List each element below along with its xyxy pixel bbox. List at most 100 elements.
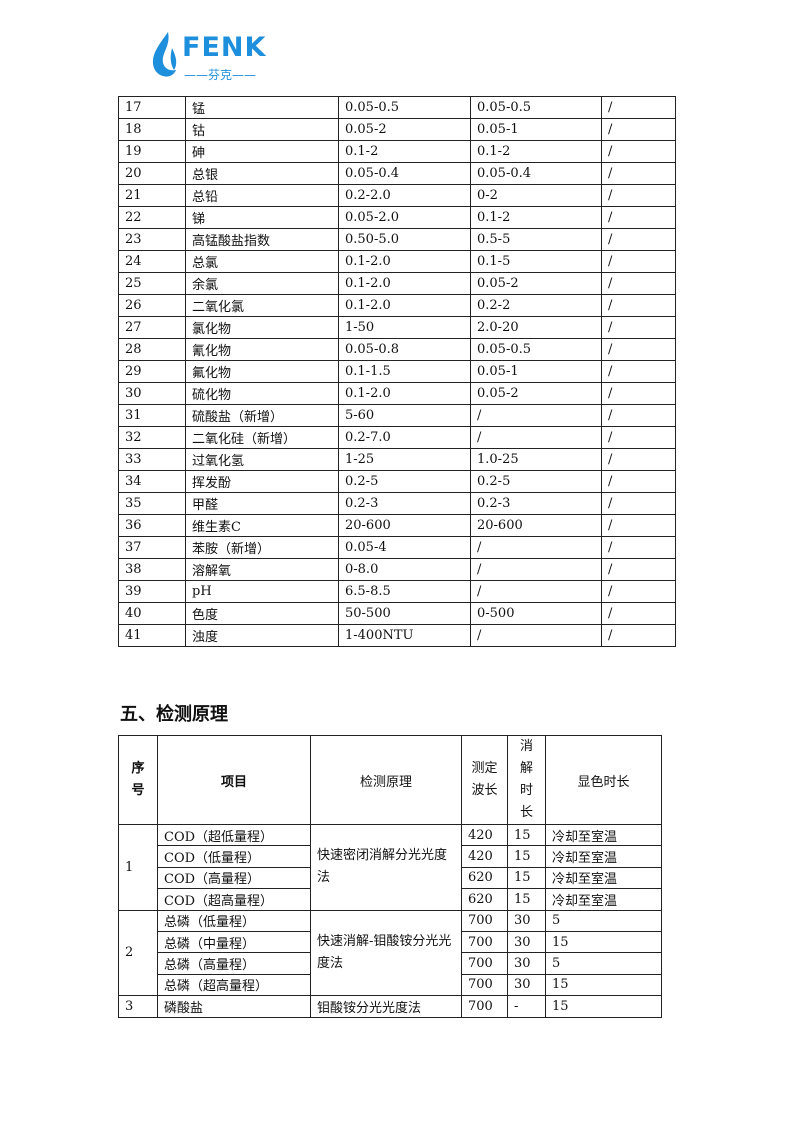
cell-color-time: 15 — [545, 973, 662, 997]
table-row: 37 苯胺（新增） 0.05-4// — [118, 536, 676, 559]
cell-range-b: / — [470, 536, 602, 559]
table-row: 18 钴 0.05-2 0.05-1/ — [118, 118, 676, 141]
cell-range-a: 0.05-2.0 — [338, 206, 471, 229]
cell-no: 28 — [118, 338, 186, 361]
range-table: 17 锰 0.05-0.5 0.05-0.5/18 钴 0.05-2 0.05-1/19 砷 0… — [118, 96, 676, 647]
logo-subtitle: ——芬克—— — [184, 68, 257, 82]
cell-range-a: 0.05-0.8 — [338, 338, 471, 361]
cell-range-c: / — [601, 184, 676, 207]
water-drop-icon — [152, 32, 177, 77]
cell-range-c: / — [601, 206, 676, 229]
cell-no: 41 — [118, 624, 186, 647]
cell-range-c: / — [601, 470, 676, 493]
cell-item: 总磷（超高量程） — [157, 973, 311, 997]
cell-range-b: 0.05-1 — [470, 360, 602, 383]
cell-no: 20 — [118, 162, 186, 185]
cell-wavelength: 700 — [461, 930, 508, 954]
cell-range-a: 0.2-3 — [338, 492, 471, 515]
cell-digest-time: 30 — [507, 952, 546, 975]
cell-range-c: / — [601, 448, 676, 471]
cell-range-c: / — [601, 272, 676, 295]
cell-item: COD（低量程） — [157, 845, 311, 868]
cell-range-b: 0.05-2 — [470, 382, 602, 405]
table-row: 22 锑 0.05-2.0 0.1-2/ — [118, 206, 676, 229]
header-wavelength: 测定波长 — [461, 735, 508, 825]
table-row: 20 总银 0.05-0.4 0.05-0.4/ — [118, 162, 676, 185]
cell-item: 维生素C — [185, 514, 339, 537]
cell-range-a: 50-500 — [338, 602, 471, 625]
table-row: 2 总磷（低量程） 快速消解-钼酸铵分光光度法 700 30 5 — [118, 909, 662, 997]
cell-range-c: / — [601, 624, 676, 647]
table-row: 24 总氯 0.1-2.0 0.1-5/ — [118, 250, 676, 273]
cell-range-c: / — [601, 602, 676, 625]
cell-range-c: / — [601, 140, 676, 163]
header-principle: 检测原理 — [310, 735, 462, 825]
cell-range-c: / — [601, 338, 676, 361]
cell-range-b: 0.05-2 — [470, 272, 602, 295]
cell-range-b: 0.2-5 — [470, 470, 602, 493]
cell-item: 二氧化硅（新增） — [185, 426, 339, 449]
cell-item: 总磷（高量程） — [157, 952, 311, 975]
cell-range-b: / — [470, 404, 602, 427]
cell-item: COD（超低量程） — [157, 823, 311, 847]
cell-range-b: 0.05-0.5 — [470, 338, 602, 361]
cell-range-b: 0.2-3 — [470, 492, 602, 515]
cell-range-a: 0.2-7.0 — [338, 426, 471, 449]
cell-color-time: 15 — [545, 930, 662, 954]
cell-item: 锰 — [185, 96, 339, 119]
cell-range-a: 0-8.0 — [338, 558, 471, 581]
cell-range-b: 2.0-20 — [470, 316, 602, 339]
table-row: 30 硫化物 0.1-2.0 0.05-2/ — [118, 382, 676, 405]
cell-range-a: 0.1-1.5 — [338, 360, 471, 383]
table-row: 32 二氧化硅（新增） 0.2-7.0// — [118, 426, 676, 449]
cell-wavelength: 700 — [461, 973, 508, 997]
table-row: 总磷（中量程） 700 30 15 — [119, 930, 662, 954]
table-row: 总磷（高量程） 700 30 5 — [119, 952, 662, 975]
logo-brand: FENK — [182, 32, 267, 63]
cell-item: 钴 — [185, 118, 339, 141]
cell-item: 总氯 — [185, 250, 339, 273]
cell-item: 浊度 — [185, 624, 339, 647]
cell-item: COD（超高量程） — [157, 888, 311, 911]
cell-range-c: / — [601, 316, 676, 339]
cell-digest-time: 30 — [507, 930, 546, 954]
cell-digest-time: 30 — [507, 909, 546, 932]
cell-item: 总铅 — [185, 184, 339, 207]
cell-range-b: 0-500 — [470, 602, 602, 625]
table-row: 36 维生素C 20-600 20-600/ — [118, 514, 676, 537]
cell-range-c: / — [601, 514, 676, 537]
cell-wavelength: 700 — [461, 995, 508, 1018]
table-row: 29 氟化物 0.1-1.5 0.05-1/ — [118, 360, 676, 383]
cell-item: 苯胺（新增） — [185, 536, 339, 559]
cell-range-a: 0.1-2.0 — [338, 250, 471, 273]
table-row: COD（超高量程） 620 15 冷却至室温 — [119, 888, 662, 911]
cell-item: 余氯 — [185, 272, 339, 295]
cell-no: 25 — [118, 272, 186, 295]
cell-range-b: 0.1-5 — [470, 250, 602, 273]
fenk-logo: FENK ——芬克—— — [150, 30, 270, 86]
table-row: 33 过氧化氢 1-25 1.0-25/ — [118, 448, 676, 471]
table-row: 21 总铅 0.2-2.0 0-2/ — [118, 184, 676, 207]
table-row: 35 甲醛 0.2-3 0.2-3/ — [118, 492, 676, 515]
table-row: 38 溶解氧 0-8.0// — [118, 558, 676, 581]
table-row: 19 砷 0.1-2 0.1-2/ — [118, 140, 676, 163]
cell-no: 19 — [118, 140, 186, 163]
cell-range-a: 0.1-2.0 — [338, 294, 471, 317]
header-item: 项目 — [157, 735, 311, 825]
section-title: 五、检测原理 — [120, 704, 228, 725]
cell-range-b: 0.1-2 — [470, 140, 602, 163]
cell-range-b: 20-600 — [470, 514, 602, 537]
cell-range-b: 0.1-2 — [470, 206, 602, 229]
cell-range-c: / — [601, 250, 676, 273]
cell-wavelength: 620 — [461, 866, 508, 890]
cell-item: 氰化物 — [185, 338, 339, 361]
cell-range-c: / — [601, 580, 676, 603]
header-row: 序号 项目 检测原理 测定波长 消解时长 显色时长 — [118, 735, 662, 825]
cell-principle: 快速密闭消解分光光度法 — [310, 824, 462, 911]
table-row: 34 挥发酚 0.2-5 0.2-5/ — [118, 470, 676, 493]
cell-color-time: 冷却至室温 — [545, 866, 662, 890]
cell-no: 23 — [118, 228, 186, 251]
cell-range-c: / — [601, 360, 676, 383]
cell-range-b: / — [470, 558, 602, 581]
table-row: 总磷（超高量程） 700 30 15 — [119, 973, 662, 997]
